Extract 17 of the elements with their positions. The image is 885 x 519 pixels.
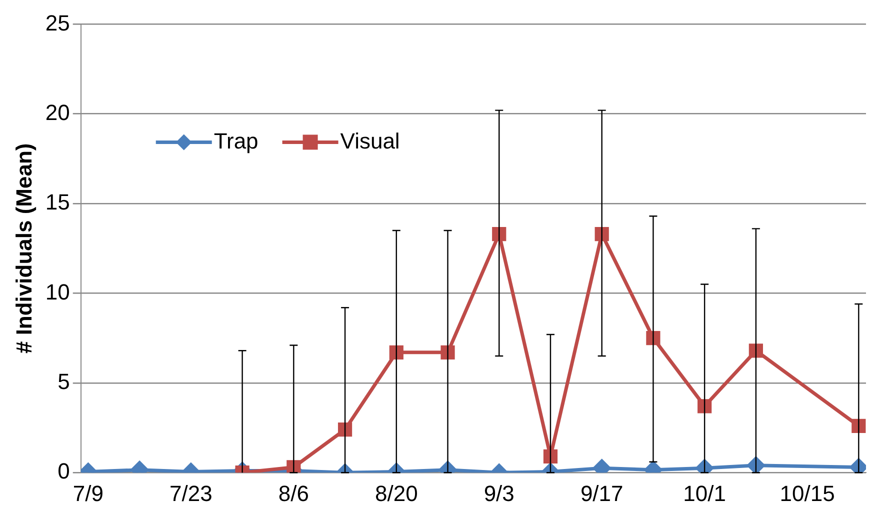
y-tick-label: 20 xyxy=(45,100,70,125)
y-tick-label: 25 xyxy=(45,10,70,36)
x-tick-label: 8/20 xyxy=(374,480,418,506)
y-axis-title: # Individuals (Mean) xyxy=(11,143,36,354)
x-tick-label: 10/15 xyxy=(780,480,835,506)
legend-label: Visual xyxy=(340,128,400,154)
y-tick-label: 5 xyxy=(58,368,70,394)
y-tick-label: 15 xyxy=(45,190,70,215)
x-tick-label: 10/1 xyxy=(683,480,726,506)
x-tick-label: 9/17 xyxy=(580,480,624,506)
legend-label: Trap xyxy=(214,128,258,154)
x-tick-label: 9/3 xyxy=(484,480,514,506)
y-tick-label: 10 xyxy=(45,279,70,304)
x-tick-label: 8/6 xyxy=(278,480,309,506)
x-tick-label: 7/9 xyxy=(72,480,104,506)
y-tick-label: 0 xyxy=(58,458,70,484)
x-tick-label: 7/23 xyxy=(170,480,212,506)
